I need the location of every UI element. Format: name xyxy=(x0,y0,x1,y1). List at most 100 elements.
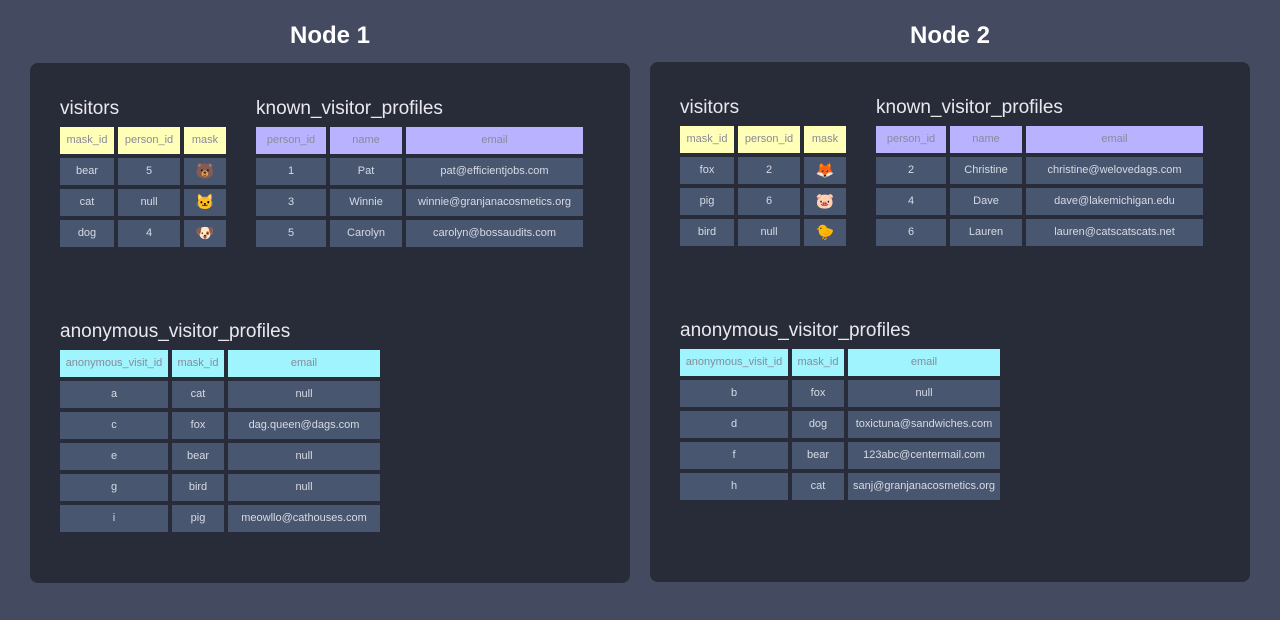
table-cell: bird xyxy=(680,219,734,246)
table-cell: christine@welovedags.com xyxy=(1026,157,1203,184)
table-cell: bear xyxy=(172,443,224,470)
table-cell: bird xyxy=(172,474,224,501)
table-row: cat null 🐱 xyxy=(60,189,226,216)
known-visitor-profiles-table: known_visitor_profiles person_id name email… xyxy=(876,96,1203,250)
table-cell: winnie@granjanacosmetics.org xyxy=(406,189,583,216)
table-title: anonymous_visitor_profiles xyxy=(60,321,291,342)
column-header: email xyxy=(1026,126,1203,153)
table-title: known_visitor_profiles xyxy=(256,98,443,119)
table-cell: Lauren xyxy=(950,219,1022,246)
table-row: dog 4 🐶 xyxy=(60,220,226,247)
table-cell: 123abc@centermail.com xyxy=(848,442,1000,469)
table-cell: f xyxy=(680,442,788,469)
table-cell: 4 xyxy=(876,188,946,215)
column-header: name xyxy=(950,126,1022,153)
table-row: f bear 123abc@centermail.com xyxy=(680,442,1000,469)
table-cell: d xyxy=(680,411,788,438)
table-title: known_visitor_profiles xyxy=(876,97,1063,118)
table-cell: 6 xyxy=(876,219,946,246)
table-cell: dog xyxy=(792,411,844,438)
anonymous-visitor-profiles-table: anonymous_visitor_profiles anonymous_visi… xyxy=(680,319,1000,504)
table-row: 2 Christine christine@welovedags.com xyxy=(876,157,1203,184)
table-cell: a xyxy=(60,381,168,408)
table-cell: dag.queen@dags.com xyxy=(228,412,380,439)
table-row: a cat null xyxy=(60,381,380,408)
table-cell: meowllo@cathouses.com xyxy=(228,505,380,532)
table-cell: dog xyxy=(60,220,114,247)
mask-emoji-icon: 🐱 xyxy=(184,189,226,216)
header-row: person_id name email xyxy=(256,127,583,154)
table-cell: null xyxy=(228,443,380,470)
table-cell: Carolyn xyxy=(330,220,402,247)
node-panel: visitors mask_id person_id mask bear 5 🐻 cat nul… xyxy=(30,63,630,583)
header-row: anonymous_visit_id mask_id email xyxy=(680,349,1000,376)
table-cell: fox xyxy=(172,412,224,439)
table-row: 5 Carolyn carolyn@bossaudits.com xyxy=(256,220,583,247)
column-header: mask_id xyxy=(172,350,224,377)
mask-emoji-icon: 🐤 xyxy=(804,219,846,246)
table-cell: 5 xyxy=(118,158,180,185)
table-row: e bear null xyxy=(60,443,380,470)
table-cell: g xyxy=(60,474,168,501)
table-cell: null xyxy=(228,381,380,408)
table-row: 4 Dave dave@lakemichigan.edu xyxy=(876,188,1203,215)
table-cell: null xyxy=(228,474,380,501)
column-header: person_id xyxy=(118,127,180,154)
table-cell: fox xyxy=(680,157,734,184)
column-header: anonymous_visit_id xyxy=(60,350,168,377)
mask-emoji-icon: 🐻 xyxy=(184,158,226,185)
table-cell: dave@lakemichigan.edu xyxy=(1026,188,1203,215)
column-header: mask_id xyxy=(60,127,114,154)
table-cell: lauren@catscatscats.net xyxy=(1026,219,1203,246)
table-row: fox 2 🦊 xyxy=(680,157,846,184)
anonymous-visitor-profiles-table: anonymous_visitor_profiles anonymous_visi… xyxy=(60,320,380,536)
visitors-table: visitors mask_id person_id mask bear 5 🐻 cat nul… xyxy=(60,97,226,251)
table-row: 3 Winnie winnie@granjanacosmetics.org xyxy=(256,189,583,216)
table-title: anonymous_visitor_profiles xyxy=(680,320,911,341)
column-header: email xyxy=(848,349,1000,376)
table-cell: bear xyxy=(60,158,114,185)
table-cell: sanj@granjanacosmetics.org xyxy=(848,473,1000,500)
table-cell: null xyxy=(848,380,1000,407)
table-cell: bear xyxy=(792,442,844,469)
column-header: person_id xyxy=(256,127,326,154)
table-cell: cat xyxy=(172,381,224,408)
column-header: mask_id xyxy=(792,349,844,376)
table-row: bear 5 🐻 xyxy=(60,158,226,185)
table-cell: h xyxy=(680,473,788,500)
table-cell: Pat xyxy=(330,158,402,185)
node-panel: visitors mask_id person_id mask fox 2 🦊 pig 6 🐷 bi… xyxy=(650,62,1250,582)
table-title: visitors xyxy=(680,97,740,118)
table-cell: pig xyxy=(172,505,224,532)
header-row: anonymous_visit_id mask_id email xyxy=(60,350,380,377)
table-row: h cat sanj@granjanacosmetics.org xyxy=(680,473,1000,500)
table-cell: 5 xyxy=(256,220,326,247)
table-cell: b xyxy=(680,380,788,407)
column-header: email xyxy=(228,350,380,377)
table-row: 6 Lauren lauren@catscatscats.net xyxy=(876,219,1203,246)
mask-emoji-icon: 🐶 xyxy=(184,220,226,247)
table-cell: 4 xyxy=(118,220,180,247)
table-row: i pig meowllo@cathouses.com xyxy=(60,505,380,532)
table-cell: i xyxy=(60,505,168,532)
table-row: c fox dag.queen@dags.com xyxy=(60,412,380,439)
column-header: anonymous_visit_id xyxy=(680,349,788,376)
table-row: g bird null xyxy=(60,474,380,501)
column-header: mask xyxy=(184,127,226,154)
header-row: person_id name email xyxy=(876,126,1203,153)
table-row: pig 6 🐷 xyxy=(680,188,846,215)
table-cell: 1 xyxy=(256,158,326,185)
table-cell: Dave xyxy=(950,188,1022,215)
table-row: bird null 🐤 xyxy=(680,219,846,246)
table-cell: null xyxy=(118,189,180,216)
table-cell: pat@efficientjobs.com xyxy=(406,158,583,185)
table-cell: e xyxy=(60,443,168,470)
column-header: mask_id xyxy=(680,126,734,153)
table-cell: 3 xyxy=(256,189,326,216)
table-cell: carolyn@bossaudits.com xyxy=(406,220,583,247)
column-header: email xyxy=(406,127,583,154)
table-cell: Christine xyxy=(950,157,1022,184)
table-cell: fox xyxy=(792,380,844,407)
mask-emoji-icon: 🦊 xyxy=(804,157,846,184)
table-title: visitors xyxy=(60,98,120,119)
